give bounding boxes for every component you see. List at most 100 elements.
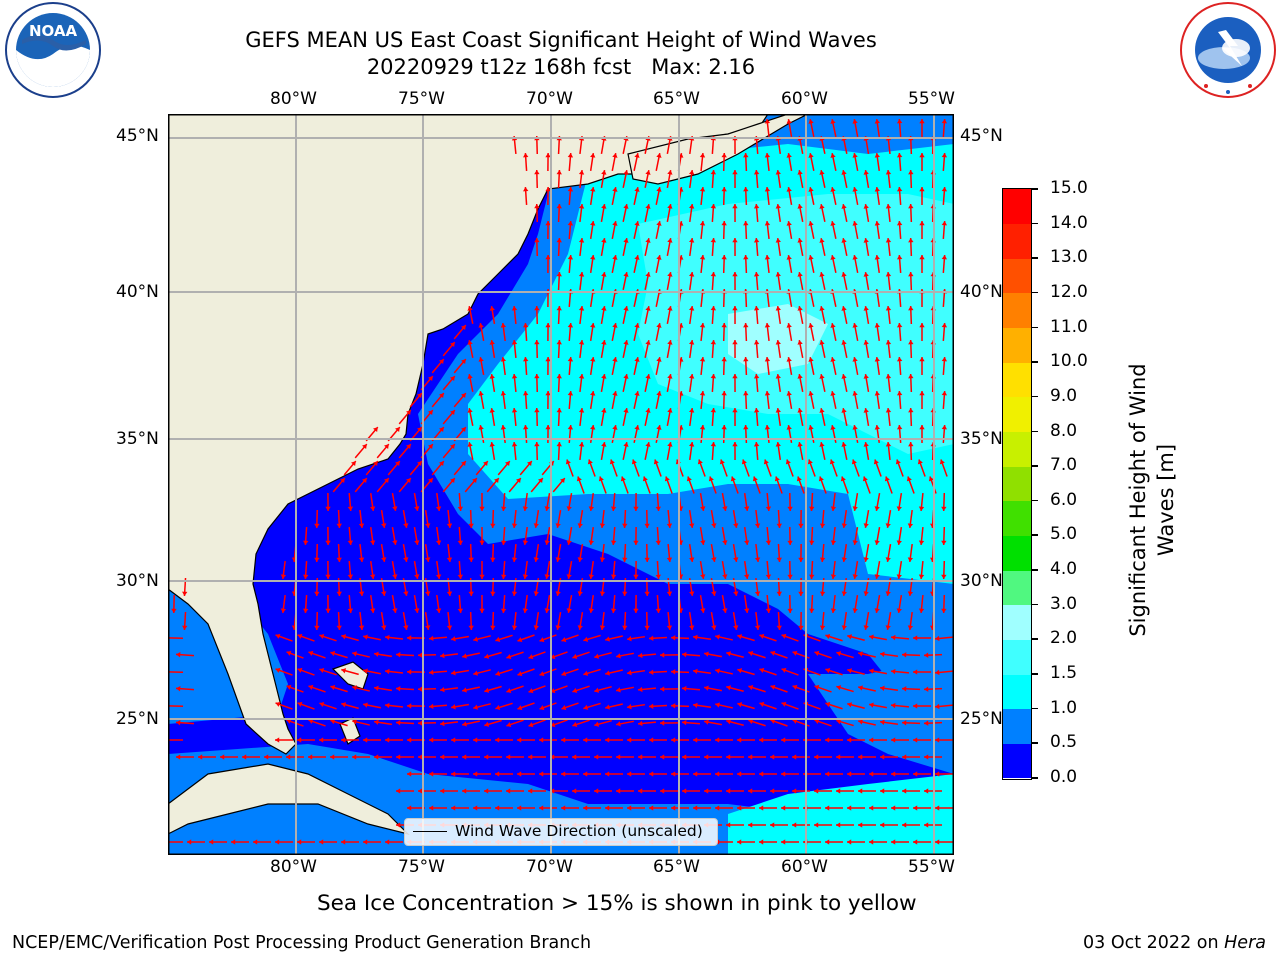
- wave-direction-arrowhead: [539, 637, 545, 643]
- wave-direction-arrowhead: [858, 788, 863, 794]
- wave-direction-arrowhead: [913, 669, 918, 675]
- wave-direction-arrowhead: [891, 702, 896, 709]
- wave-direction-arrowhead: [297, 701, 303, 707]
- wave-direction-arrowhead: [556, 408, 562, 413]
- wave-direction-arrowhead: [495, 737, 500, 743]
- wave-direction-arrowhead: [869, 839, 874, 845]
- colorbar-bins: [1003, 189, 1031, 779]
- colorbar-tick-label: 1.0: [1050, 697, 1078, 718]
- wave-direction-arrowhead: [381, 557, 387, 562]
- wave-direction-arrowhead: [330, 651, 336, 657]
- wave-direction-arrowhead: [644, 523, 650, 528]
- colorbar-tick-label: 0.0: [1050, 767, 1078, 787]
- wave-direction-arrowhead: [924, 822, 929, 828]
- wave-direction-arrowhead: [759, 839, 764, 845]
- wave-direction-arrowhead: [396, 720, 401, 726]
- wave-direction-arrowhead: [786, 221, 792, 226]
- colorbar-tick-label: 4.0: [1050, 559, 1078, 580]
- colorbar-bin: [1003, 674, 1031, 710]
- wave-direction-arrowhead: [941, 187, 948, 192]
- wave-direction-arrowhead: [689, 591, 695, 596]
- wave-direction-arrowhead: [808, 119, 814, 124]
- wave-direction-arrowhead: [297, 633, 303, 639]
- wave-direction-arrowhead: [467, 408, 473, 413]
- wave-direction-arrowhead: [908, 306, 914, 311]
- wave-direction-arrowhead: [819, 170, 825, 175]
- wave-direction-arrowhead: [737, 702, 743, 708]
- wave-direction-arrowhead: [556, 374, 562, 379]
- wave-direction-arrowhead: [786, 391, 792, 396]
- wave-direction-arrowhead: [708, 476, 714, 482]
- wave-direction-arrowhead: [808, 255, 814, 260]
- wave-direction-arrowhead: [609, 459, 615, 465]
- wave-direction-arrowhead: [176, 754, 181, 760]
- wave-direction-arrowhead: [649, 669, 654, 675]
- lon-label-bottom-55w: 55°W: [908, 857, 955, 877]
- wave-direction-arrowhead: [567, 221, 574, 226]
- wave-direction-arrowhead: [451, 636, 456, 642]
- wave-direction-arrowhead: [896, 540, 902, 545]
- wave-direction-arrowhead: [403, 523, 409, 528]
- wave-direction-arrowhead: [737, 805, 742, 811]
- wave-direction-arrowhead: [852, 323, 858, 328]
- wave-direction-arrowhead: [880, 651, 885, 657]
- wave-direction-arrowhead: [847, 839, 852, 845]
- wave-direction-arrowhead: [753, 340, 760, 345]
- wave-direction-arrowhead: [490, 591, 496, 596]
- wave-direction-arrowhead: [523, 391, 529, 396]
- lat-label-right-35n: 35°N: [960, 429, 1003, 449]
- wave-direction-arrowhead: [874, 608, 880, 613]
- wave-direction-arrowhead: [473, 805, 478, 811]
- footer-date: 03 Oct 2022 on Hera: [1083, 933, 1266, 953]
- wave-direction-arrowhead: [370, 608, 376, 613]
- wave-direction-arrowhead: [869, 771, 874, 777]
- wave-direction-arrowhead: [418, 754, 423, 760]
- wave-direction-arrowhead: [737, 668, 743, 674]
- wave-direction-arrowhead: [534, 442, 540, 447]
- wave-direction-arrowhead: [666, 625, 673, 630]
- wave-direction-arrowhead: [341, 634, 347, 640]
- wave-direction-arrowhead: [601, 442, 607, 447]
- wave-direction-arrowhead: [473, 636, 479, 642]
- wave-direction-arrowhead: [808, 425, 814, 430]
- ocean-band-1.0-1.5-sw: [728, 774, 954, 855]
- wave-direction-arrowhead: [688, 306, 695, 311]
- wave-direction-arrowhead: [726, 685, 732, 691]
- lon-label-top-70w: 70°W: [526, 89, 573, 109]
- wave-direction-arrowhead: [764, 323, 771, 328]
- wave-direction-arrowhead: [851, 459, 857, 465]
- wave-direction-arrowhead: [634, 391, 640, 396]
- wave-direction-arrowhead: [781, 701, 787, 707]
- wave-direction-arrowhead: [623, 408, 629, 413]
- wave-direction-arrowhead: [775, 306, 781, 311]
- wave-direction-arrowhead: [384, 444, 389, 450]
- colorbar-bin: [1003, 535, 1031, 571]
- wave-direction-arrowhead: [450, 410, 455, 416]
- wave-direction-arrowhead: [753, 272, 760, 277]
- wave-direction-arrowhead: [764, 187, 771, 192]
- wave-direction-arrowhead: [759, 771, 764, 777]
- wave-direction-arrowhead: [649, 771, 654, 777]
- wave-direction-arrowhead: [902, 788, 907, 794]
- wave-direction-arrowhead: [363, 737, 368, 743]
- wave-direction-arrowhead: [913, 771, 918, 777]
- wave-direction-arrowhead: [468, 591, 474, 596]
- wave-direction-arrowhead: [825, 701, 831, 708]
- colorbar-tick-mark: [1032, 707, 1038, 710]
- wave-direction-arrowhead: [610, 540, 617, 545]
- wave-direction-arrowhead: [599, 523, 606, 528]
- wave-direction-arrowhead: [863, 204, 869, 209]
- wave-direction-arrowhead: [688, 272, 695, 277]
- wave-direction-arrowhead: [489, 374, 495, 379]
- wave-direction-arrowhead: [645, 408, 651, 413]
- wave-direction-arrowhead: [566, 506, 572, 511]
- wave-direction-arrowhead: [649, 635, 654, 641]
- wave-direction-arrowhead: [450, 342, 455, 348]
- wave-direction-arrowhead: [583, 771, 588, 777]
- wave-direction-arrowhead: [517, 637, 523, 643]
- wave-direction-arrowhead: [863, 170, 869, 175]
- colorbar-bin: [1003, 466, 1031, 502]
- wave-direction-arrowhead: [407, 805, 412, 811]
- wave-direction-arrowhead: [462, 687, 467, 693]
- wave-direction-arrowhead: [341, 668, 347, 674]
